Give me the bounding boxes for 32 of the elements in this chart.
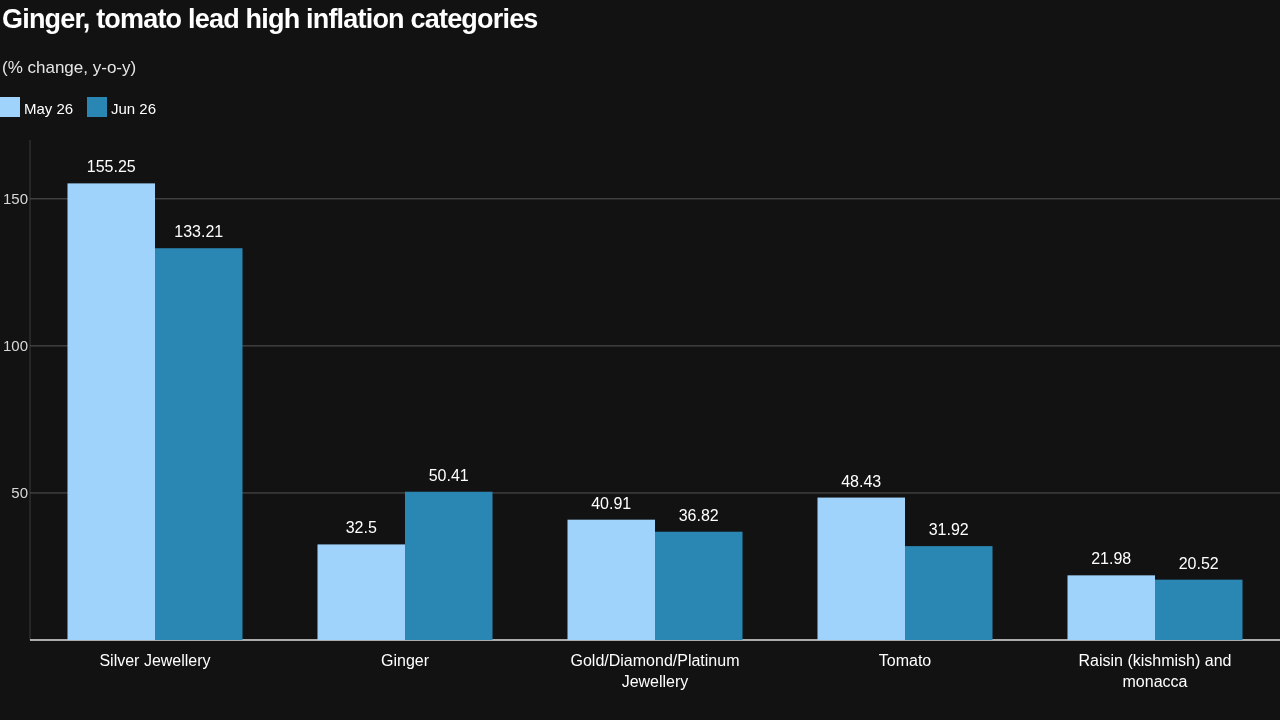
bar — [817, 497, 905, 640]
y-tick-label: 150 — [2, 189, 28, 207]
data-label: 50.41 — [428, 466, 469, 484]
bar — [155, 248, 243, 640]
data-label: 155.25 — [86, 158, 136, 176]
bar — [67, 183, 155, 640]
bar — [655, 531, 743, 640]
data-label: 31.92 — [928, 521, 969, 539]
x-tick-label: Silver Jewellery — [99, 652, 211, 669]
x-tick-label: Gold/Diamond/Platinum Jewellery — [570, 652, 740, 690]
bar — [567, 519, 655, 640]
x-tick-label: Raisin (kishmish) and monacca — [1078, 652, 1232, 690]
legend-label: May 26 — [24, 100, 74, 117]
data-label: 48.43 — [841, 472, 882, 490]
data-label: 40.91 — [591, 494, 632, 512]
data-label: 21.98 — [1091, 550, 1132, 568]
bar — [1155, 579, 1243, 640]
bar — [405, 491, 493, 640]
chart-title: Ginger, tomato lead high inflation categories — [2, 4, 538, 34]
bar — [905, 546, 993, 640]
data-label: 133.21 — [174, 223, 224, 241]
data-label: 32.5 — [345, 519, 377, 537]
bar — [317, 544, 405, 640]
y-tick-label: 50 — [11, 483, 28, 501]
x-tick-label: Ginger — [380, 652, 430, 669]
y-tick-label: 100 — [2, 336, 28, 354]
x-tick-label: Tomato — [878, 652, 932, 669]
legend-label: Jun 26 — [111, 100, 157, 117]
bar — [1067, 575, 1155, 640]
data-label: 20.52 — [1178, 554, 1219, 572]
data-label: 36.82 — [678, 506, 719, 524]
chart-subtitle: (% change, y-o-y) — [2, 58, 137, 77]
